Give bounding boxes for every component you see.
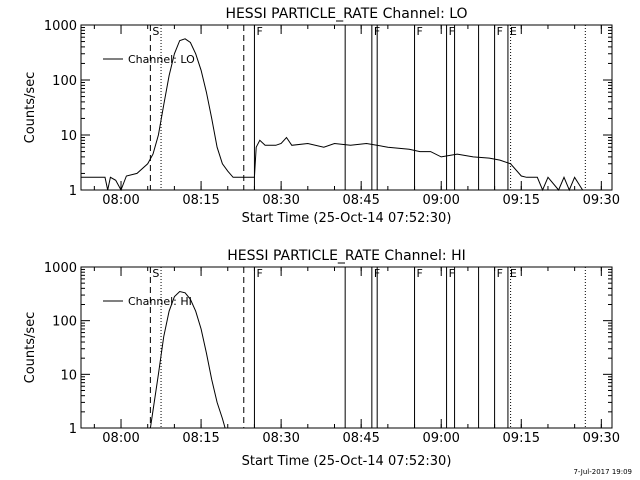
chart-panel-hi: HESSI PARTICLE_RATE Channel: HI 1 10 100 100… <box>23 248 620 469</box>
x-tick-label: 09:00 <box>422 193 459 208</box>
y-tick-label: 100 <box>52 74 77 89</box>
x-axis-label: Start Time (25-Oct-14 07:52:30) <box>242 211 452 226</box>
series-line <box>81 38 584 192</box>
x-tick-label: 09:15 <box>503 431 540 446</box>
marker-label: S <box>152 25 159 38</box>
x-tick-label: 09:00 <box>422 431 459 446</box>
x-tick-label: 08:00 <box>102 431 139 446</box>
marker-label: F <box>417 25 423 38</box>
x-tick-label: 08:15 <box>182 193 219 208</box>
marker-label: F <box>449 267 455 280</box>
x-tick-label: 09:30 <box>583 193 620 208</box>
y-tick-label: 10 <box>60 368 77 383</box>
chart-title: HESSI PARTICLE_RATE Channel: LO <box>225 6 467 22</box>
y-tick-label: 1 <box>69 422 77 437</box>
marker-label: E <box>510 267 517 280</box>
y-tick-label: 1000 <box>44 19 77 34</box>
marker-label: F <box>256 25 262 38</box>
series-line <box>149 290 226 429</box>
marker-label: F <box>417 267 423 280</box>
marker-label: F <box>497 267 503 280</box>
legend-label: Channel: LO <box>128 53 195 66</box>
marker-label: S <box>152 267 159 280</box>
marker-label: F <box>256 267 262 280</box>
x-tick-label: 08:15 <box>182 431 219 446</box>
y-axis-label: Counts/sec <box>23 312 38 384</box>
x-axis-label: Start Time (25-Oct-14 07:52:30) <box>242 454 452 469</box>
y-axis-label: Counts/sec <box>23 72 38 144</box>
marker-label: E <box>510 25 517 38</box>
x-tick-label: 08:45 <box>342 193 379 208</box>
x-tick-label: 08:00 <box>102 193 139 208</box>
x-tick-label: 09:30 <box>583 431 620 446</box>
y-tick-label: 10 <box>60 129 77 144</box>
date-stamp: 7-Jul-2017 19:09 <box>573 468 632 476</box>
x-tick-label: 08:30 <box>262 193 299 208</box>
y-tick-label: 1000 <box>44 261 77 276</box>
marker-label: F <box>449 25 455 38</box>
chart-panel-lo: HESSI PARTICLE_RATE Channel: LO 1 10 100 100… <box>23 6 620 226</box>
x-tick-label: 08:45 <box>342 431 379 446</box>
plot-frame <box>80 266 613 429</box>
plot-frame <box>80 24 613 191</box>
chart-title: HESSI PARTICLE_RATE Channel: HI <box>227 248 465 264</box>
y-tick-label: 100 <box>52 315 77 330</box>
x-tick-label: 08:30 <box>262 431 299 446</box>
marker-label: F <box>497 25 503 38</box>
y-tick-label: 1 <box>69 184 77 199</box>
legend-label: Channel: HI <box>128 295 192 308</box>
x-tick-label: 09:15 <box>503 193 540 208</box>
